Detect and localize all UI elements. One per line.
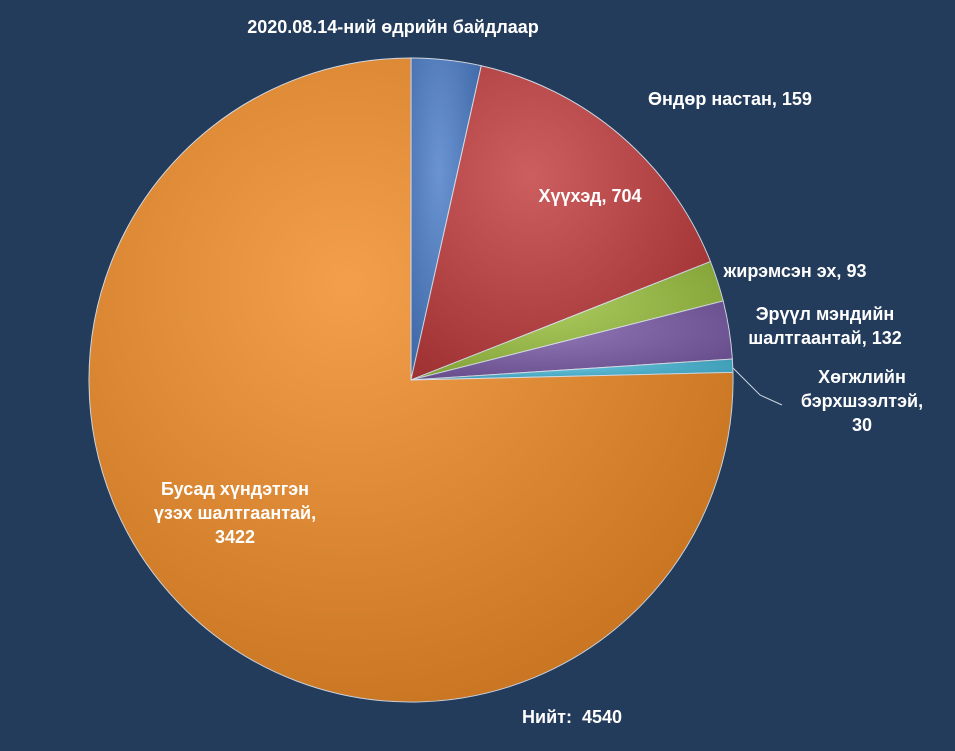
data-label: 3422: [215, 527, 255, 547]
slice-shade: [411, 261, 724, 380]
data-label: Эрүүл мэндийн: [756, 304, 895, 324]
total-value: 4540: [582, 707, 622, 727]
chart-title: 2020.08.14-ний өдрийн байдлаар: [247, 17, 539, 37]
data-label: Өндөр настан, 159: [648, 89, 812, 109]
data-label: 30: [852, 415, 872, 435]
data-label: үзэх шалтгаантай,: [154, 503, 316, 523]
slice-shade: [411, 359, 733, 380]
data-label: бэрхшээлтэй,: [801, 391, 923, 411]
data-label: Бусад хүндэтгэн: [161, 479, 309, 499]
slice-shade: [411, 65, 711, 380]
data-label: жирэмсэн эх, 93: [723, 261, 867, 281]
slice-shade: [89, 58, 733, 702]
slice-shade: [411, 301, 733, 380]
total-label: Нийт:: [522, 707, 572, 727]
data-label: Хөгжлийн: [818, 367, 906, 387]
data-label: шалтгаантай, 132: [748, 328, 902, 348]
pie: [88, 57, 734, 703]
data-label: Хүүхэд, 704: [539, 186, 642, 206]
leader-line: [732, 367, 783, 406]
